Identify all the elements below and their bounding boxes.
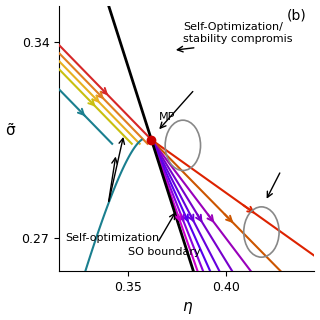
Y-axis label: σ̃: σ̃ <box>5 124 15 138</box>
Text: MP: MP <box>159 112 176 122</box>
Text: Self-optimization: Self-optimization <box>65 233 159 243</box>
Text: (b): (b) <box>287 8 307 22</box>
Text: Self-Optimization/
stability compromis: Self-Optimization/ stability compromis <box>183 22 292 44</box>
X-axis label: η: η <box>182 300 192 315</box>
Text: SO boundary: SO boundary <box>128 247 201 257</box>
